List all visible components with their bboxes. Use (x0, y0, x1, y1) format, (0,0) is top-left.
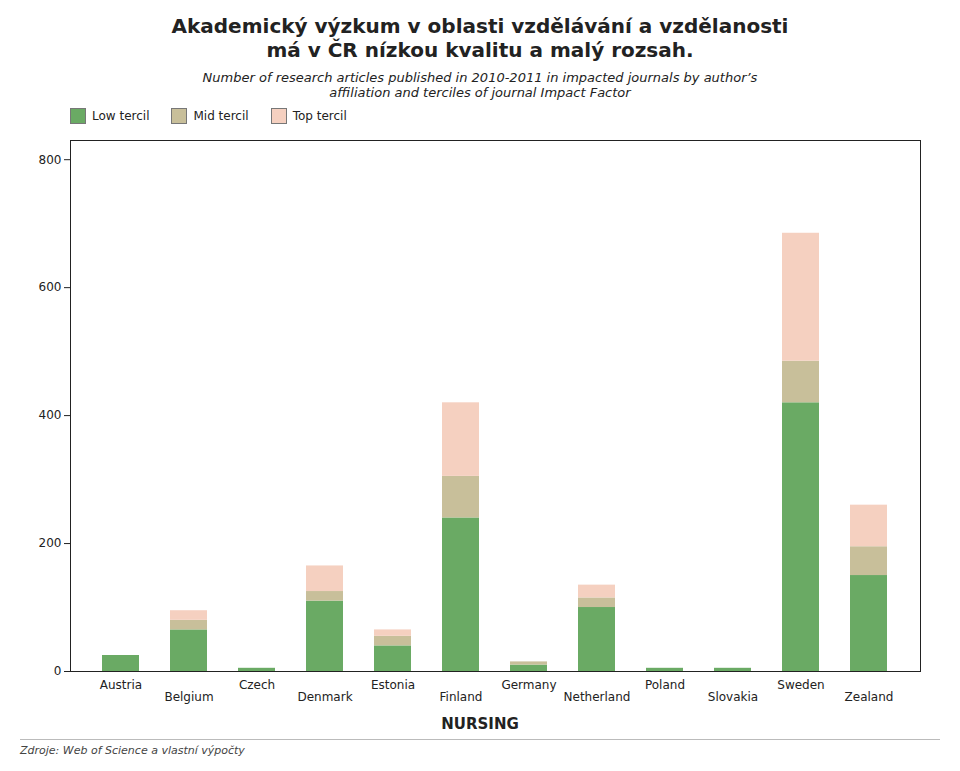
html-text:Zdroje: Web of Science a vlast: Zdroje: Web of Science a vlastní výpočty (20, 744, 245, 757)
html-text:NURSING: NURSING (441, 715, 519, 733)
html-text:Low tercil: Low tercil (92, 109, 150, 123)
html-text:Akademický výzkum v oblasti vz: Akademický výzkum v oblasti vzdělávání a… (171, 14, 789, 62)
svg-text:Austria: Austria (100, 678, 142, 692)
svg-text:Zealand: Zealand (845, 690, 894, 704)
svg-text:Estonia: Estonia (371, 678, 415, 692)
svg-text:800: 800 (39, 153, 62, 167)
svg-text:Finland: Finland (440, 690, 483, 704)
svg-text:Belgium: Belgium (164, 690, 213, 704)
svg-text:Slovakia: Slovakia (708, 690, 758, 704)
svg-text:Germany: Germany (501, 678, 556, 692)
svg-text:600: 600 (39, 280, 62, 294)
svg-text:Sweden: Sweden (777, 678, 824, 692)
svg-text:0: 0 (54, 664, 62, 678)
svg-text:200: 200 (39, 536, 62, 550)
svg-text:Netherland: Netherland (564, 690, 631, 704)
svg-text:Denmark: Denmark (297, 690, 352, 704)
svg-text:Poland: Poland (645, 678, 685, 692)
svg-text:400: 400 (39, 408, 62, 422)
svg-text:Czech: Czech (239, 678, 275, 692)
html-text:Top tercil: Top tercil (292, 109, 347, 123)
html-text:Mid tercil: Mid tercil (193, 109, 249, 123)
html-text:Number of research articles pu: Number of research articles published in… (202, 70, 758, 100)
